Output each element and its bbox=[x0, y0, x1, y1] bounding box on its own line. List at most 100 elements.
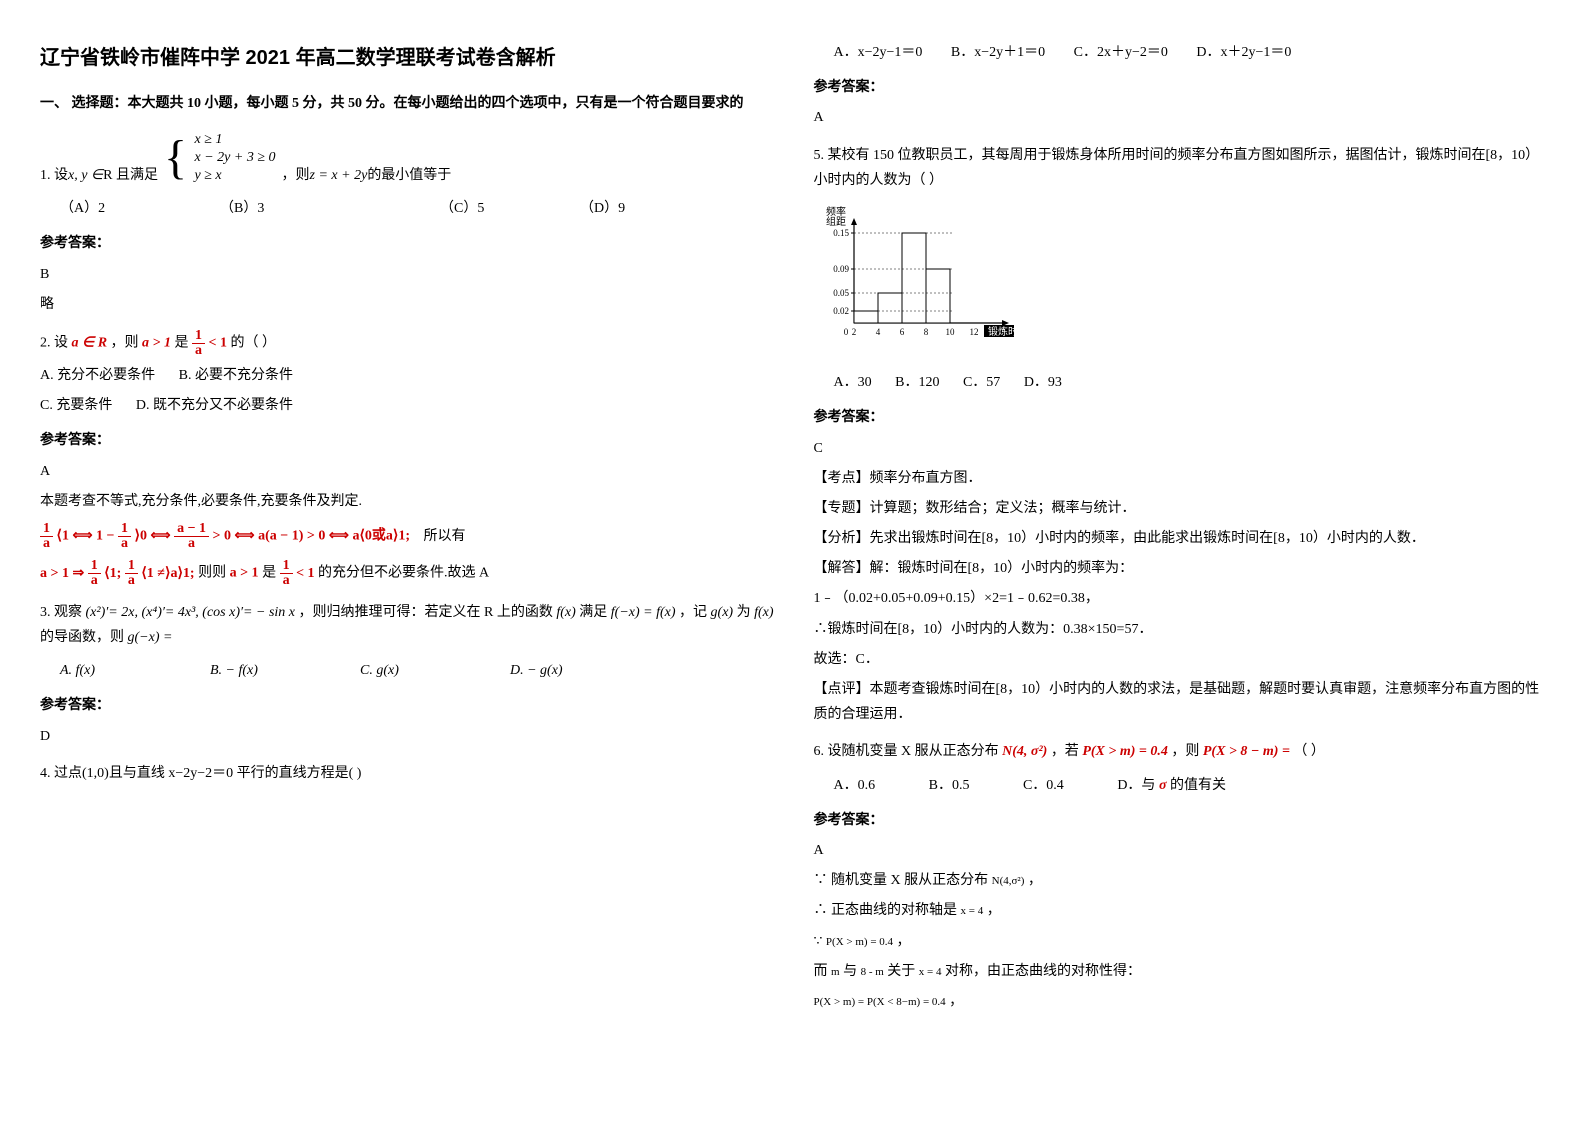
q5-p6: ∴锻炼时间在[8，10）小时内的人数为：0.38×150=57． bbox=[814, 617, 1548, 642]
q2-optC: C. 充要条件 bbox=[40, 393, 112, 418]
q3-optC: C. g(x) bbox=[360, 658, 510, 683]
svg-text:2: 2 bbox=[851, 327, 856, 337]
q1-mid1: R 且满足 bbox=[103, 163, 158, 188]
svg-text:4: 4 bbox=[875, 327, 880, 337]
q1-case1: x ≥ 1 bbox=[195, 131, 276, 149]
q6-ans-label: 参考答案： bbox=[814, 808, 1548, 833]
q3-gneg: g(−x) = bbox=[128, 630, 173, 645]
q3-text3: 满足 bbox=[579, 605, 607, 620]
svg-text:6: 6 bbox=[899, 327, 904, 337]
svg-text:0: 0 bbox=[843, 327, 848, 337]
q5-p5: 1﹣（0.02+0.05+0.09+0.15）×2=1﹣0.62=0.38， bbox=[814, 586, 1548, 611]
q1-suffix: 的最小值等于 bbox=[367, 163, 451, 188]
q4-optA: A．x−2y−1＝0 bbox=[834, 45, 923, 60]
q5-p8: 【点评】本题考查锻炼时间在[8，10）小时内的人数的求法，是基础题，解题时要认真… bbox=[814, 677, 1548, 727]
q1-optB: （B）3 bbox=[220, 196, 440, 221]
question-5: 5. 某校有 150 位教职员工，其每周用于锻炼身体所用时间的频率分布直方图如图… bbox=[814, 143, 1548, 728]
q5-p4: 【解答】解：锻炼时间在[8，10）小时内的频率为： bbox=[814, 556, 1548, 581]
q3-optD: D. − g(x) bbox=[510, 658, 563, 683]
q3-e1: (x²)′= 2x, (x⁴)′= 4x³, (cos x)′= − sin x bbox=[86, 605, 296, 620]
q2-optD: D. 既不充分又不必要条件 bbox=[136, 398, 293, 413]
q5-p2: 【专题】计算题；数形结合；定义法；概率与统计． bbox=[814, 496, 1548, 521]
q6-optC: C．0.4 bbox=[1023, 778, 1064, 793]
q6-optB: B．0.5 bbox=[929, 778, 970, 793]
q6-mid2: ，则 bbox=[1171, 744, 1199, 759]
q2-optA: A. 充分不必要条件 bbox=[40, 363, 155, 388]
q1-expr: z = x + 2y bbox=[310, 163, 368, 188]
q3-gx: g(x) bbox=[711, 605, 734, 620]
q2-suffix: 的（ ） bbox=[231, 336, 277, 351]
q5-p3: 【分析】先求出锻炼时间在[8，10）小时内的频率，由此能求出锻炼时间在[8，10… bbox=[814, 526, 1548, 551]
q3-ans: D bbox=[40, 724, 774, 749]
doc-title: 辽宁省铁岭市催阵中学 2021 年高二数学理联考试卷含解析 bbox=[40, 40, 774, 76]
q6-e2: ∴ 正态曲线的对称轴是 x = 4 ， bbox=[814, 898, 1548, 923]
svg-text:8: 8 bbox=[923, 327, 928, 337]
q1-explain: 略 bbox=[40, 292, 774, 317]
q6-c2: P(X > 8 − m) = bbox=[1203, 744, 1290, 759]
q5-optD: D．93 bbox=[1024, 375, 1062, 390]
q1-case2: x − 2y + 3 ≥ 0 bbox=[195, 149, 276, 167]
q1-var: x, y ∈ bbox=[68, 163, 103, 188]
q1-optD: （D）9 bbox=[580, 196, 625, 221]
q2-mid2: 是 bbox=[175, 336, 189, 351]
q6-dist: N(4, σ²) bbox=[1002, 744, 1047, 759]
section-header: 一、 选择题：本大题共 10 小题，每小题 5 分，共 50 分。在每小题给出的… bbox=[40, 91, 774, 116]
q3-text5: 为 bbox=[737, 605, 751, 620]
q5-histogram: 频率组距0.150.090.050.02024681012锻炼时间锻炼时间 bbox=[814, 203, 1014, 343]
q3-fx2: f(x) bbox=[754, 605, 773, 620]
q2-cond1: a ∈ R bbox=[72, 336, 108, 351]
question-3: 3. 观察 (x²)′= 2x, (x⁴)′= 4x³, (cos x)′= −… bbox=[40, 600, 774, 749]
q3-optA: A. f(x) bbox=[60, 658, 210, 683]
q3-ans-label: 参考答案： bbox=[40, 693, 774, 718]
q6-e4: 而 m 与 8 - m 关于 x = 4 对称，由正态曲线的对称性得： bbox=[814, 959, 1548, 984]
q4-ans-label: 参考答案： bbox=[814, 75, 1548, 100]
q3-text4: ，记 bbox=[679, 605, 707, 620]
q1-ans: B bbox=[40, 262, 774, 287]
q6-optA: A．0.6 bbox=[834, 778, 876, 793]
q3-text2: ，则归纳推理可得：若定义在 R 上的函数 bbox=[299, 605, 553, 620]
q6-e5: P(X > m) = P(X < 8−m) = 0.4 ， bbox=[814, 989, 1548, 1014]
question-4: 4. 过点(1,0)且与直线 x−2y−2＝0 平行的直线方程是( ) bbox=[40, 761, 774, 786]
q4-optC: C．2x＋y−2＝0 bbox=[1074, 45, 1168, 60]
svg-text:10: 10 bbox=[945, 327, 955, 337]
q2-math-line1: 1a ⟨1 ⟺ 1 − 1a ⟩0 ⟺ a − 1a > 0 ⟺ a(a − 1… bbox=[40, 522, 774, 551]
svg-text:0.05: 0.05 bbox=[833, 288, 849, 298]
q4-optB: B．x−2y＋1＝0 bbox=[951, 45, 1045, 60]
svg-text:组距: 组距 bbox=[826, 215, 846, 228]
q5-optC: C．57 bbox=[963, 375, 1000, 390]
q5-optA: A．30 bbox=[834, 375, 872, 390]
q2-explain1: 本题考查不等式,充分条件,必要条件,充要条件及判定. bbox=[40, 489, 774, 514]
q4-ans: A bbox=[814, 105, 1548, 130]
q3-text: 3. 观察 bbox=[40, 605, 82, 620]
q2-ans-label: 参考答案： bbox=[40, 428, 774, 453]
q3-text6: 的导函数，则 bbox=[40, 630, 124, 645]
q3-fx: f(x) bbox=[556, 605, 575, 620]
q2-mid1: ，则 bbox=[111, 336, 139, 351]
q2-frac: 1 a bbox=[192, 329, 205, 358]
q6-suffix: （ ） bbox=[1293, 744, 1325, 759]
question-1: 1. 设 x, y ∈ R 且满足 { x ≥ 1 x − 2y + 3 ≥ 0… bbox=[40, 128, 774, 317]
q5-p7: 故选：C． bbox=[814, 647, 1548, 672]
q6-e1: ∵ 随机变量 X 服从正态分布 N(4,σ²) ， bbox=[814, 868, 1548, 893]
q6-ans: A bbox=[814, 838, 1548, 863]
svg-text:0.15: 0.15 bbox=[833, 228, 849, 238]
q6-e3: ∵ P(X > m) = 0.4 ， bbox=[814, 929, 1548, 954]
q5-text: 5. 某校有 150 位教职员工，其每周用于锻炼身体所用时间的频率分布直方图如图… bbox=[814, 143, 1548, 193]
q3-eq: f(−x) = f(x) bbox=[611, 605, 676, 620]
question-6: 6. 设随机变量 X 服从正态分布 N(4, σ²) ，若 P(X > m) =… bbox=[814, 739, 1548, 1014]
q5-ans: C bbox=[814, 436, 1548, 461]
q1-optC: （C）5 bbox=[440, 196, 580, 221]
q3-optB: B. − f(x) bbox=[210, 658, 360, 683]
q2-optB: B. 必要不充分条件 bbox=[179, 368, 293, 383]
q2-cond2: a > 1 bbox=[142, 336, 171, 351]
q6-prefix: 6. 设随机变量 X 服从正态分布 bbox=[814, 744, 999, 759]
q2-frac-lt: < 1 bbox=[209, 336, 227, 351]
q4-optD: D．x＋2y−1＝0 bbox=[1196, 45, 1291, 60]
svg-text:12: 12 bbox=[969, 327, 978, 337]
q2-math-line2: a > 1 ⇒ 1a ⟨1; 1a ⟨1 ≠⟩a⟩1; 则则 a > 1 是 1… bbox=[40, 559, 774, 588]
q1-mid2: ，则 bbox=[282, 163, 310, 188]
q5-optB: B．120 bbox=[895, 375, 939, 390]
svg-text:锻炼时间: 锻炼时间 bbox=[988, 325, 1014, 338]
svg-text:0.09: 0.09 bbox=[833, 264, 849, 274]
q4-text: 4. 过点(1,0)且与直线 x−2y−2＝0 平行的直线方程是( ) bbox=[40, 761, 774, 786]
